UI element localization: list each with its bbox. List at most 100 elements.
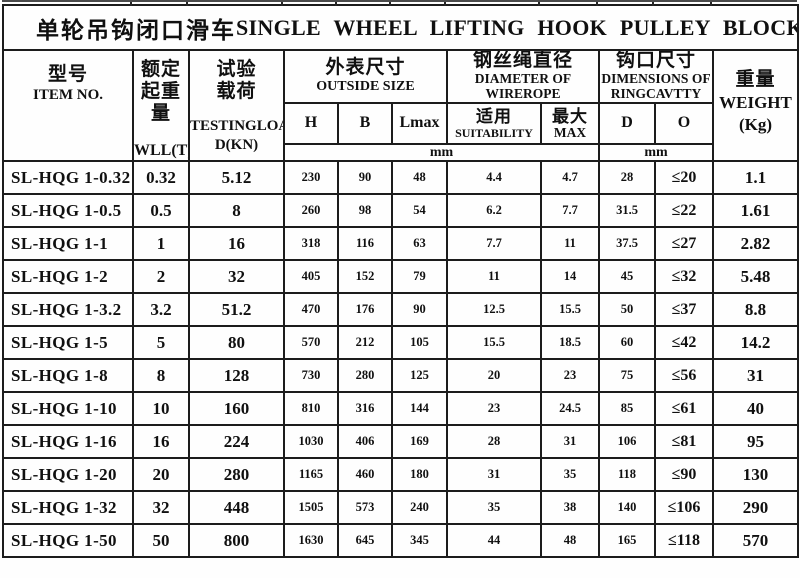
cell-max: 23: [540, 358, 600, 393]
cell-b: 152: [337, 259, 393, 294]
cell-lmax: 240: [391, 490, 448, 525]
cell-b: 116: [337, 226, 393, 261]
cell-lmax: 125: [391, 358, 448, 393]
cell-suitability: 6.2: [446, 193, 542, 228]
cell-o: ≤27: [654, 226, 714, 261]
cell-d: 85: [598, 391, 656, 426]
cell-lmax: 105: [391, 325, 448, 360]
cell-d: 45: [598, 259, 656, 294]
header-weight-zh: 重量: [735, 69, 776, 90]
cell-b: 645: [337, 523, 393, 558]
cell-suitability: 28: [446, 424, 542, 459]
cell-d: 140: [598, 490, 656, 525]
cell-o: ≤106: [654, 490, 714, 525]
header-weight-en: WEIGHT: [719, 93, 792, 112]
page-title-english: SINGLE WHEEL LIFTING HOOK PULLEY BLOCK: [236, 14, 799, 40]
table-row: SL-HQG 1-8 8 128 730 280 125 20 23 75 ≤5…: [2, 358, 800, 393]
header-ring-cavity-en-line2: RINGCAVTTY: [610, 86, 702, 102]
table-header: 单轮吊钩闭口滑车 SINGLE WHEEL LIFTING HOOK PULLE…: [1, 4, 800, 163]
table-row: SL-HQG 1-5 5 80 570 212 105 15.5 18.5 60…: [2, 325, 800, 360]
cell-o: ≤42: [654, 325, 714, 360]
cell-max: 14: [540, 259, 600, 294]
cell-d: 60: [598, 325, 656, 360]
cell-suitability: 11: [446, 259, 542, 294]
cell-weight: 31: [711, 358, 800, 393]
cell-weight: 14.2: [711, 325, 800, 360]
header-testing-load-zh-line1: 试验: [216, 59, 257, 80]
cell-d: 75: [598, 358, 656, 393]
table-row: SL-HQG 1-0.32 0.32 5.12 230 90 48 4.4 4.…: [2, 160, 800, 195]
table-row: SL-HQG 1-32 32 448 1505 573 240 35 38 14…: [2, 490, 800, 525]
header-wirerope-en-line1: DIAMETER OF: [474, 71, 572, 87]
cell-d: 31.5: [598, 193, 656, 228]
header-wll-zh-line1: 额定: [140, 59, 181, 80]
cell-wll: 5: [132, 325, 190, 360]
cell-o: ≤32: [654, 259, 714, 294]
cell-wll: 1: [132, 226, 190, 261]
cell-suitability: 44: [446, 523, 542, 558]
cell-suitability: 23: [446, 391, 542, 426]
cell-item-no: SL-HQG 1-16: [2, 424, 134, 459]
cell-max: 35: [540, 457, 600, 492]
header-wll: 额定 起重量 WLL(T): [132, 49, 190, 162]
header-item-no-zh: 型号: [47, 64, 88, 85]
column-divider-fragment: [710, 2, 712, 6]
cell-testing-load: 16: [188, 226, 285, 261]
cell-d: 37.5: [598, 226, 656, 261]
cell-item-no: SL-HQG 1-3.2: [2, 292, 134, 327]
cell-lmax: 54: [391, 193, 448, 228]
cell-o: ≤61: [654, 391, 714, 426]
cell-d: 50: [598, 292, 656, 327]
cell-h: 1165: [283, 457, 339, 492]
header-ring-cavity-zh: 钩口尺寸: [615, 50, 696, 72]
cell-suitability: 35: [446, 490, 542, 525]
header-max-zh: 最大: [552, 106, 588, 126]
column-divider-fragment: [652, 2, 654, 6]
cell-testing-load: 8: [188, 193, 285, 228]
cell-suitability: 7.7: [446, 226, 542, 261]
cell-b: 212: [337, 325, 393, 360]
header-item-no: 型号 ITEM NO.: [2, 49, 134, 162]
cell-item-no: SL-HQG 1-0.5: [2, 193, 134, 228]
cell-h: 1505: [283, 490, 339, 525]
header-col-h: H: [283, 101, 339, 145]
cell-b: 573: [337, 490, 393, 525]
header-col-lmax: Lmax: [391, 101, 448, 145]
header-ring-cavity: 钩口尺寸 DIMENSIONS OF RINGCAVTTY: [598, 49, 714, 104]
cell-testing-load: 280: [188, 457, 285, 492]
table-row: SL-HQG 1-0.5 0.5 8 260 98 54 6.2 7.7 31.…: [2, 193, 800, 228]
table-row: SL-HQG 1-1 1 16 318 116 63 7.7 11 37.5 ≤…: [2, 226, 800, 261]
header-item-no-en: ITEM NO.: [32, 87, 103, 103]
cell-lmax: 63: [391, 226, 448, 261]
cell-weight: 8.8: [711, 292, 800, 327]
column-divider-fragment: [130, 2, 132, 6]
header-wirerope-diameter: 钢丝绳直径 DIAMETER OF WIREROPE: [446, 49, 600, 104]
cell-weight: 1.1: [711, 160, 800, 195]
cell-suitability: 20: [446, 358, 542, 393]
cell-weight: 1.61: [711, 193, 800, 228]
cell-lmax: 169: [391, 424, 448, 459]
header-sub-row: H B Lmax 适用 SUITABILITY 最大 MAX D O: [3, 101, 798, 145]
cell-b: 280: [337, 358, 393, 393]
cell-wll: 3.2: [132, 292, 190, 327]
cell-testing-load: 800: [188, 523, 285, 558]
cell-suitability: 12.5: [446, 292, 542, 327]
cell-o: ≤37: [654, 292, 714, 327]
units-mm-ring: mm: [598, 142, 714, 163]
cell-h: 1630: [283, 523, 339, 558]
cell-testing-load: 224: [188, 424, 285, 459]
cell-suitability: 31: [446, 457, 542, 492]
cell-h: 810: [283, 391, 339, 426]
header-suitability-zh: 适用: [476, 106, 512, 126]
header-ring-cavity-en-line1: DIMENSIONS OF: [601, 71, 711, 87]
cell-lmax: 345: [391, 523, 448, 558]
header-outside-size: 外表尺寸 OUTSIDE SIZE: [283, 49, 448, 104]
cell-item-no: SL-HQG 1-8: [2, 358, 134, 393]
title-cell: 单轮吊钩闭口滑车 SINGLE WHEEL LIFTING HOOK PULLE…: [1, 4, 800, 51]
header-outside-size-zh: 外表尺寸: [325, 57, 406, 79]
cell-d: 118: [598, 457, 656, 492]
page-title-chinese: 单轮吊钩闭口滑车: [36, 17, 236, 43]
units-mm-outside: mm: [283, 142, 600, 163]
cell-weight: 40: [711, 391, 800, 426]
cell-h: 260: [283, 193, 339, 228]
